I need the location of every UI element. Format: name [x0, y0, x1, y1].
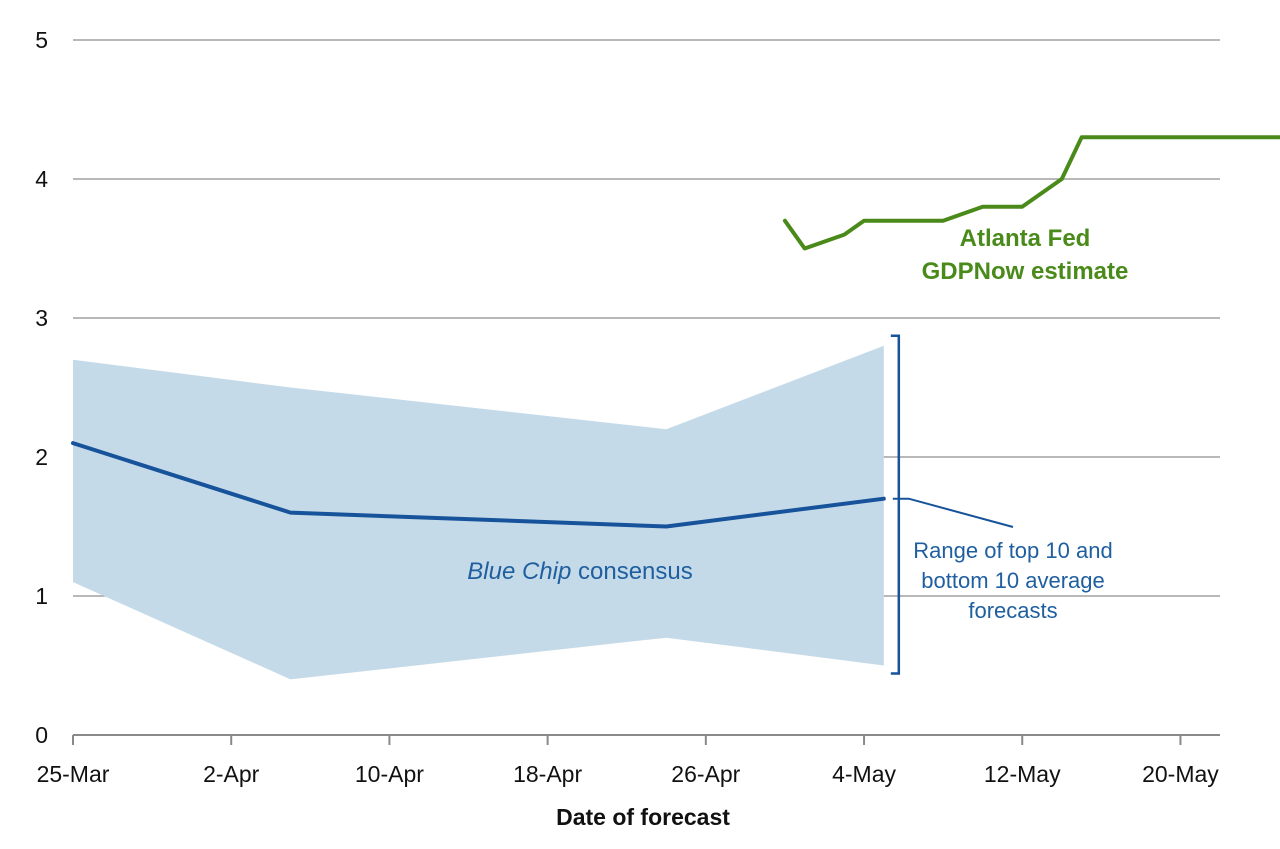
range-band-area	[73, 345, 884, 680]
x-tick-label: 10-Apr	[355, 761, 424, 787]
consensus-line	[71, 441, 886, 529]
consensus-label-italic: Blue Chip	[467, 558, 571, 585]
y-tick-label: 4	[35, 166, 48, 192]
gdpnow-label-line2: GDPNow estimate	[922, 258, 1129, 285]
y-tick-label: 5	[35, 27, 48, 53]
gdpnow-annotation: Atlanta Fed GDPNow estimate	[922, 225, 1129, 285]
forecast-range-band	[73, 345, 884, 680]
x-tick-label: 12-May	[984, 761, 1061, 787]
consensus-label: Blue Chip consensus	[467, 558, 692, 585]
x-axis-title: Date of forecast	[556, 804, 730, 830]
y-tick-label: 3	[35, 305, 48, 331]
y-tick-label: 0	[35, 722, 48, 748]
range-label-line2: bottom 10 average	[921, 568, 1104, 593]
x-axis	[72, 734, 1220, 745]
gdpnow-label-line1: Atlanta Fed	[960, 225, 1091, 252]
x-tick-label: 26-Apr	[671, 761, 740, 787]
range-bracket	[890, 334, 901, 675]
y-tick-label: 1	[35, 583, 48, 609]
range-annotation: Range of top 10 and bottom 10 average fo…	[913, 538, 1112, 623]
tick-labels: 0 1 2 3 4 5 25-Mar 2-Apr 10-Apr 18-Apr 26-Apr 4-May…	[35, 27, 1219, 787]
consensus-label-rest: consensus	[571, 558, 692, 585]
x-tick-label: 4-May	[832, 761, 896, 787]
x-tick-label: 2-Apr	[203, 761, 260, 787]
range-label-line3: forecasts	[968, 598, 1057, 623]
range-label-line1: Range of top 10 and	[913, 538, 1112, 563]
y-tick-label: 2	[35, 444, 48, 470]
x-tick-label: 25-Mar	[37, 761, 110, 787]
gdpnow-line	[782, 135, 1280, 251]
range-leader-line	[892, 497, 1014, 528]
x-tick-label: 18-Apr	[513, 761, 582, 787]
x-tick-label: 20-May	[1142, 761, 1219, 787]
series-lines	[71, 135, 1280, 675]
